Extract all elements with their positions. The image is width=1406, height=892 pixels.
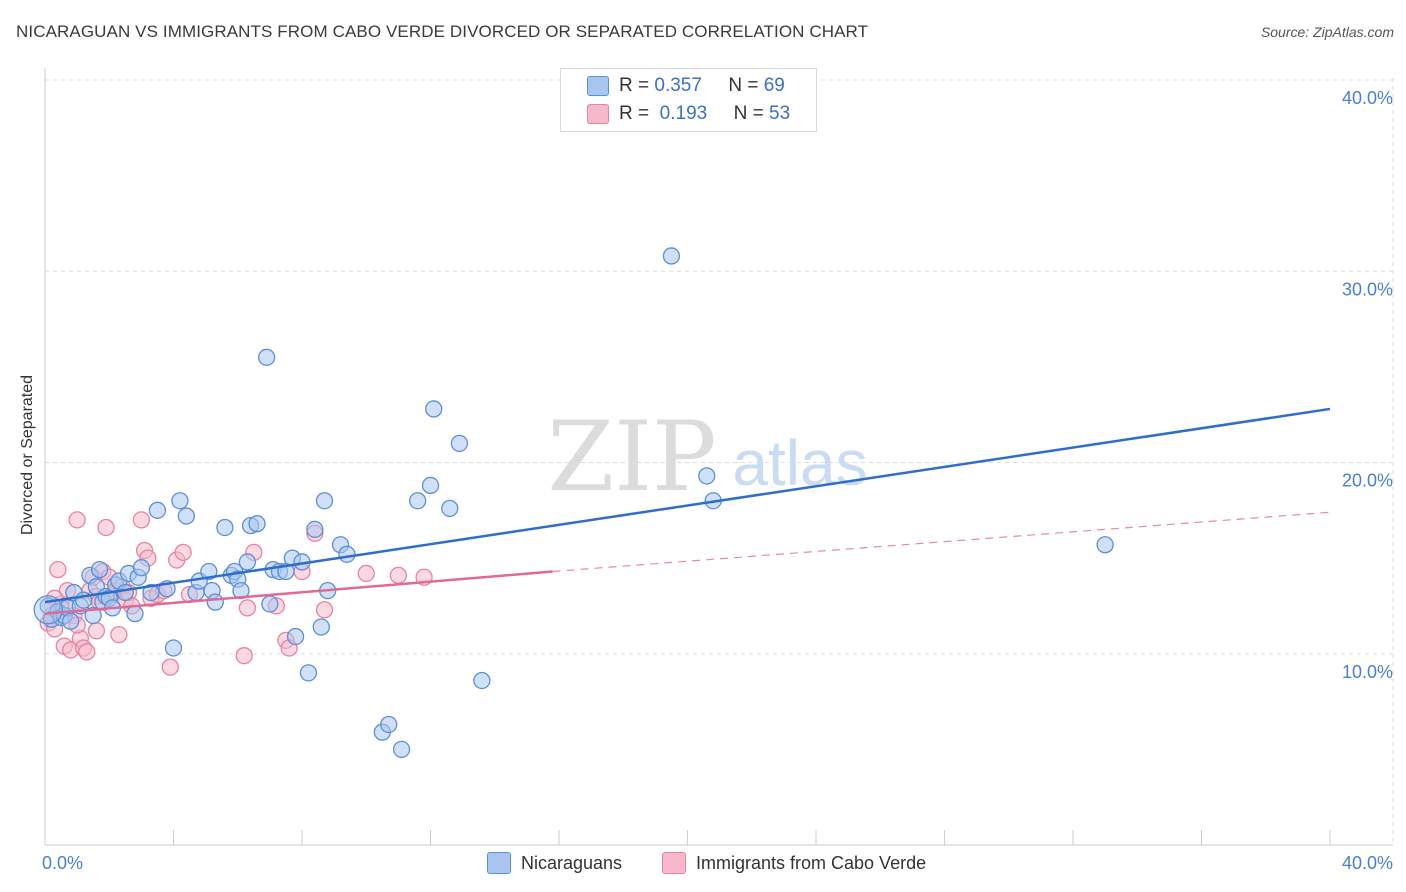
point-nicaraguan bbox=[1096, 536, 1114, 554]
point-nicaraguan bbox=[164, 639, 183, 657]
trend-lines bbox=[44, 407, 1331, 615]
legend-n-label: N = bbox=[728, 75, 759, 96]
legend-swatch-nicaraguans bbox=[587, 76, 609, 96]
point-cabo-verde bbox=[132, 511, 151, 529]
legend-r-label: R = bbox=[619, 75, 650, 96]
point-nicaraguan bbox=[84, 606, 102, 625]
bottom-legend-label-cabo-verde: Immigrants from Cabo Verde bbox=[696, 852, 927, 873]
point-cabo-verde bbox=[87, 622, 106, 640]
point-cabo-verde bbox=[97, 518, 115, 537]
point-cabo-verde bbox=[49, 560, 67, 579]
point-nicaraguan bbox=[206, 593, 224, 611]
point-cabo-verde bbox=[161, 658, 179, 676]
point-nicaraguan bbox=[441, 499, 459, 518]
point-nicaraguan bbox=[392, 740, 411, 759]
legend-swatch-cabo-verde bbox=[587, 104, 609, 124]
y-tick-label: 40.0% bbox=[1342, 88, 1393, 108]
point-nicaraguan bbox=[408, 492, 427, 510]
point-cabo-verde bbox=[174, 543, 192, 562]
point-nicaraguan bbox=[171, 492, 189, 510]
bottom-legend-cabo-verde: Immigrants from Cabo Verde bbox=[662, 852, 926, 874]
point-cabo-verde bbox=[235, 647, 253, 665]
point-nicaraguan bbox=[216, 518, 234, 537]
point-nicaraguan bbox=[177, 507, 196, 525]
legend-n-value-cabo-verde: 53 bbox=[769, 103, 791, 124]
bottom-legend-nicaraguans: Nicaraguans bbox=[487, 852, 622, 874]
point-nicaraguan bbox=[450, 434, 469, 453]
legend-r-label: R = bbox=[619, 103, 650, 124]
point-cabo-verde bbox=[110, 625, 128, 644]
point-nicaraguan bbox=[148, 501, 167, 519]
point-nicaraguan bbox=[338, 545, 356, 563]
point-cabo-verde bbox=[238, 599, 257, 617]
point-nicaraguan bbox=[662, 247, 681, 265]
trend-line-nicaraguans bbox=[44, 407, 1331, 604]
point-cabo-verde bbox=[389, 566, 408, 584]
point-nicaraguan bbox=[380, 715, 398, 734]
point-cabo-verde bbox=[78, 643, 96, 661]
point-cabo-verde bbox=[357, 564, 375, 583]
tick-labels: 10.0% 20.0% 30.0% 40.0% 0.0% 40.0% bbox=[42, 88, 1393, 873]
correlation-legend: R = 0.357 N = 69 R = 0.193 N = 53 bbox=[560, 68, 817, 132]
point-nicaraguan bbox=[126, 604, 144, 623]
point-nicaraguan bbox=[116, 583, 134, 602]
legend-n-value-nicaraguans: 69 bbox=[763, 75, 785, 96]
y-tick-label: 20.0% bbox=[1342, 471, 1393, 491]
legend-r-value-nicaraguans: 0.357 bbox=[654, 75, 702, 96]
gridlines bbox=[45, 78, 1395, 845]
point-nicaraguan bbox=[248, 515, 266, 533]
legend-r-value-cabo-verde: 0.193 bbox=[659, 103, 708, 124]
point-nicaraguan bbox=[132, 559, 151, 577]
point-nicaraguan bbox=[425, 400, 443, 418]
point-nicaraguan bbox=[286, 627, 305, 646]
x-tick-label: 40.0% bbox=[1342, 853, 1393, 873]
source-note: Source: ZipAtlas.com bbox=[1260, 24, 1394, 40]
bottom-legend-swatch-cabo-verde bbox=[662, 852, 686, 874]
point-nicaraguan bbox=[62, 612, 80, 630]
x-tick-label: 0.0% bbox=[42, 853, 83, 873]
y-tick-label: 30.0% bbox=[1342, 279, 1393, 299]
point-nicaraguan bbox=[421, 476, 440, 495]
bottom-legend-swatch-nicaraguans bbox=[487, 852, 511, 874]
watermark-atlas: atlas bbox=[732, 427, 867, 499]
point-nicaraguan bbox=[200, 562, 218, 581]
point-nicaraguan bbox=[312, 618, 330, 636]
point-nicaraguan bbox=[473, 671, 491, 690]
chart-title: NICARAGUAN VS IMMIGRANTS FROM CABO VERDE… bbox=[16, 22, 869, 41]
point-nicaraguan bbox=[261, 595, 279, 613]
point-nicaraguan bbox=[315, 492, 334, 510]
point-nicaraguan bbox=[142, 583, 160, 602]
point-cabo-verde bbox=[68, 511, 86, 529]
point-nicaraguan bbox=[698, 467, 716, 485]
point-nicaraguan bbox=[306, 520, 324, 539]
trend-line-cabo-verde bbox=[44, 570, 553, 615]
point-nicaraguan bbox=[258, 348, 276, 366]
legend-n-label: N = bbox=[733, 103, 764, 124]
point-nicaraguan bbox=[299, 664, 318, 682]
point-nicaraguan bbox=[90, 560, 109, 579]
point-nicaraguan-large bbox=[33, 595, 63, 625]
axes bbox=[44, 68, 1393, 846]
series-nicaraguans-points bbox=[33, 247, 1114, 759]
watermark-zip: ZIP bbox=[547, 401, 716, 513]
trend-line-cabo-verde-extension bbox=[552, 511, 1331, 573]
legend-row-cabo-verde: R = 0.193 N = 53 bbox=[587, 102, 791, 126]
bottom-legend-label-nicaraguans: Nicaraguans bbox=[521, 852, 623, 873]
point-nicaraguan bbox=[238, 553, 257, 571]
point-cabo-verde bbox=[315, 601, 334, 619]
y-tick-label: 10.0% bbox=[1342, 662, 1393, 682]
point-nicaraguan bbox=[232, 581, 250, 600]
legend-row-nicaraguans: R = 0.357 N = 69 bbox=[587, 74, 785, 98]
